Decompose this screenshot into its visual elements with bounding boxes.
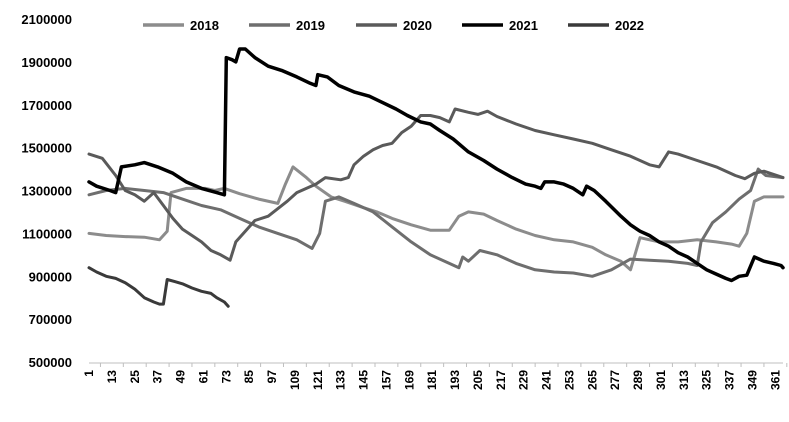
x-tick-label: 85 bbox=[242, 370, 256, 384]
x-axis: 1 13 25 37 49 61 73 85 97 109 121 133 145 157 169 181 19… bbox=[82, 362, 788, 390]
series-line-2022 bbox=[87, 266, 230, 308]
x-tick-label: 229 bbox=[517, 370, 531, 390]
x-tick-label: 49 bbox=[174, 370, 188, 384]
x-tick-label: 181 bbox=[425, 370, 439, 390]
x-tick-label: 37 bbox=[151, 370, 165, 384]
chart-legend: 2018 2019 2020 2021 2022 bbox=[143, 18, 644, 33]
x-tick-label: 25 bbox=[128, 370, 142, 384]
x-tick-label: 217 bbox=[494, 370, 508, 390]
x-tick-label: 301 bbox=[654, 370, 668, 390]
x-tick-label: 361 bbox=[768, 370, 782, 390]
y-tick-label: 1500000 bbox=[21, 141, 72, 156]
x-tick-label: 313 bbox=[677, 370, 691, 390]
x-tick-label: 265 bbox=[585, 370, 599, 390]
y-tick-label: 500000 bbox=[29, 355, 72, 370]
x-tick-label: 109 bbox=[288, 370, 302, 390]
x-tick-label: 337 bbox=[723, 370, 737, 390]
legend-label-2022: 2022 bbox=[615, 18, 644, 33]
y-tick-label: 1100000 bbox=[22, 226, 72, 241]
y-tick-label: 2100000 bbox=[21, 12, 72, 27]
x-tick-label: 145 bbox=[357, 370, 371, 390]
x-tick-label: 253 bbox=[562, 370, 576, 390]
x-tick-label: 277 bbox=[608, 370, 622, 390]
x-tick-label: 169 bbox=[402, 370, 416, 390]
x-tick-label: 325 bbox=[700, 370, 714, 390]
legend-label-2018: 2018 bbox=[190, 18, 219, 33]
x-tick-label: 133 bbox=[334, 370, 348, 390]
legend-label-2020: 2020 bbox=[403, 18, 432, 33]
legend-label-2021: 2021 bbox=[509, 18, 538, 33]
series-line-2021 bbox=[87, 47, 785, 283]
x-tick-label: 13 bbox=[105, 370, 119, 384]
plot-area bbox=[87, 47, 785, 308]
x-tick-label: 289 bbox=[631, 370, 645, 390]
x-tick-label: 1 bbox=[82, 370, 96, 377]
y-tick-label: 900000 bbox=[29, 269, 72, 284]
y-axis: 500000 700000 900000 1100000 1300000 1500000 1… bbox=[21, 12, 72, 370]
x-tick-label: 349 bbox=[745, 370, 759, 390]
series-line-2019 bbox=[87, 167, 785, 278]
y-tick-label: 1300000 bbox=[21, 184, 72, 199]
x-tick-label: 157 bbox=[379, 370, 393, 390]
x-tick-label: 61 bbox=[196, 370, 210, 384]
x-tick-label: 97 bbox=[265, 370, 279, 384]
x-tick-label: 205 bbox=[471, 370, 485, 390]
legend-label-2019: 2019 bbox=[296, 18, 325, 33]
x-tick-label: 193 bbox=[448, 370, 462, 390]
y-tick-label: 1700000 bbox=[21, 98, 72, 113]
x-tick-label: 73 bbox=[219, 370, 233, 384]
x-tick-label: 121 bbox=[311, 370, 325, 390]
y-tick-label: 1900000 bbox=[21, 55, 72, 70]
y-tick-label: 700000 bbox=[29, 312, 72, 327]
series-line-2020 bbox=[87, 107, 785, 262]
x-tick-label: 241 bbox=[540, 370, 554, 390]
